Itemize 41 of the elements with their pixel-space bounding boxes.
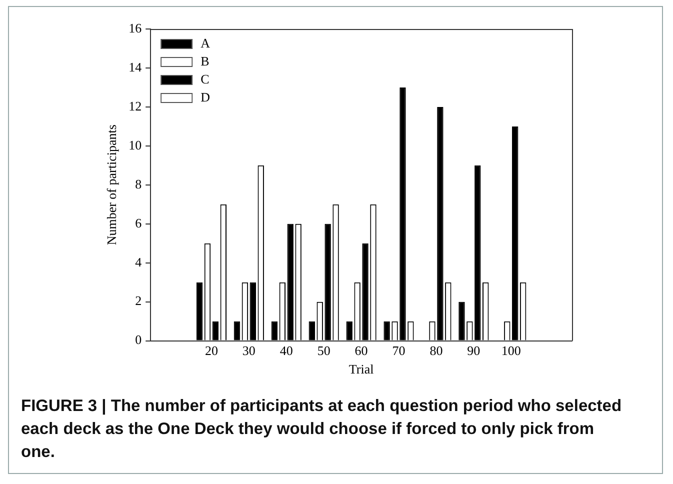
x-tick-label: 60 <box>354 343 368 358</box>
bar <box>271 321 278 340</box>
y-tick-label: 6 <box>135 215 142 230</box>
y-tick-label: 14 <box>128 59 142 74</box>
bar <box>308 321 316 340</box>
x-tick-label: 70 <box>392 343 406 358</box>
bar <box>384 321 390 340</box>
bar <box>474 165 481 340</box>
y-tick-label: 10 <box>128 137 142 152</box>
bar <box>458 302 465 340</box>
x-tick-label: 40 <box>280 343 293 358</box>
bar <box>250 282 256 340</box>
bar <box>234 321 240 340</box>
bar <box>346 321 352 340</box>
y-tick-label: 16 <box>128 20 142 36</box>
legend-label: C <box>200 71 210 86</box>
y-tick-label: 12 <box>128 98 142 114</box>
bar <box>287 224 294 340</box>
y-tick-label: 2 <box>135 293 142 308</box>
x-tick-label: 90 <box>467 343 480 358</box>
y-tick-label: 4 <box>135 254 142 270</box>
bar <box>512 126 518 340</box>
legend-label: A <box>200 35 211 50</box>
bar <box>212 321 219 340</box>
x-tick-label: 20 <box>204 343 218 358</box>
bar <box>400 87 406 340</box>
x-axis-title: Trial <box>348 362 374 377</box>
caption: FIGURE 3 | The number of participants at each question period who selected each deck as the One Deck they would choose if forced to only pick from one. <box>21 396 623 463</box>
x-tick-label: 100 <box>501 343 521 358</box>
x-tick-label: 30 <box>242 343 256 358</box>
bar <box>196 282 203 340</box>
legend-label: B <box>200 53 210 68</box>
y-axis-title: Number of participants <box>104 124 120 246</box>
bar <box>362 243 368 340</box>
legend-label: D <box>200 89 210 104</box>
y-tick-label: 8 <box>135 176 142 192</box>
bar <box>437 106 444 340</box>
x-tick-label: 80 <box>430 343 443 358</box>
y-tick-label: 0 <box>135 332 142 348</box>
bar <box>324 224 331 340</box>
x-tick-label: 50 <box>317 343 330 358</box>
